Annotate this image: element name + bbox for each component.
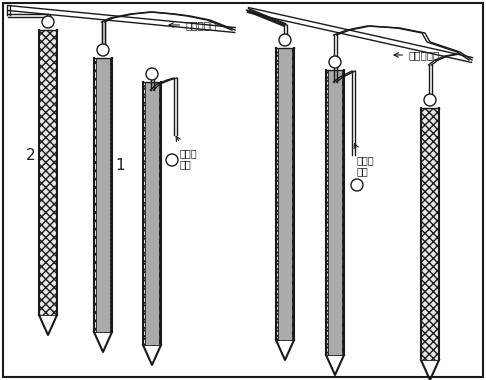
Circle shape [97,44,109,56]
Bar [145,82,159,345]
Text: 接注浆
设备: 接注浆 设备 [180,148,198,169]
Bar [39,30,57,315]
Bar [328,70,342,355]
Bar [276,48,294,340]
Circle shape [42,16,54,28]
Circle shape [279,34,291,46]
Circle shape [351,179,363,191]
Bar [143,82,161,345]
Bar [94,58,112,332]
Text: 接抽水设备: 接抽水设备 [394,50,439,60]
Circle shape [329,56,341,68]
Text: 1: 1 [115,157,124,173]
Text: 接注浆
设备: 接注浆 设备 [357,155,375,177]
Bar [39,30,57,315]
Bar [421,108,439,360]
Bar [96,58,110,332]
Bar [326,70,344,355]
Bar [278,48,292,340]
Circle shape [424,94,436,106]
Bar [421,108,439,360]
Bar [326,70,344,355]
Bar [276,48,294,340]
Circle shape [166,154,178,166]
Text: 接抽水设备: 接抽水设备 [169,20,216,30]
Bar [94,58,112,332]
Text: 2: 2 [26,147,35,163]
Bar [143,82,161,345]
Circle shape [146,68,158,80]
